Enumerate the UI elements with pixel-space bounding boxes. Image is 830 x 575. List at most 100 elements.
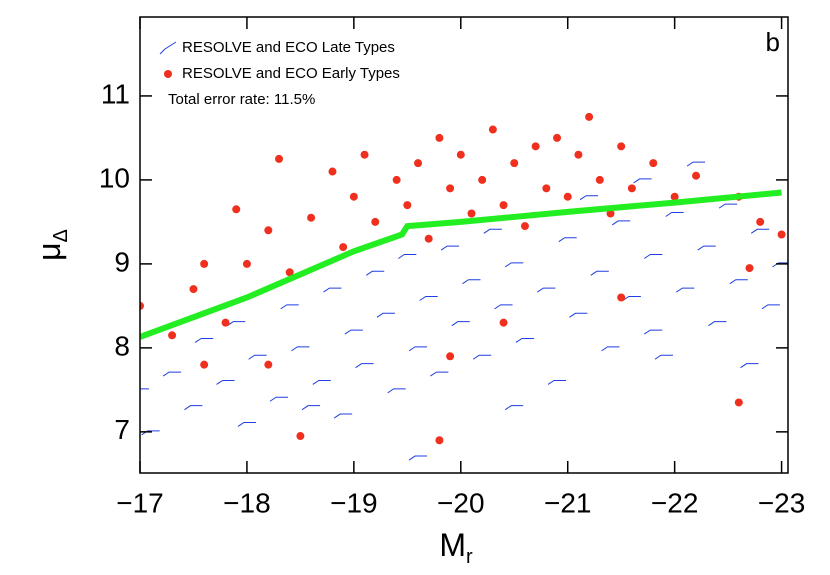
late-type-marker	[558, 237, 577, 243]
x-tick-label: −21	[544, 487, 592, 518]
legend-label: RESOLVE and ECO Early Types	[182, 65, 400, 82]
late-type-marker	[248, 354, 267, 360]
early-type-marker	[574, 150, 583, 159]
late-type-marker	[269, 396, 289, 402]
y-tick-label: 7	[114, 414, 130, 445]
early-type-marker	[542, 184, 551, 193]
legend-marker	[159, 41, 177, 55]
early-type-marker	[670, 192, 679, 201]
early-type-marker	[296, 432, 305, 441]
early-type-marker	[446, 184, 455, 193]
early-type-marker	[446, 352, 455, 361]
x-axis-label-main: M	[439, 527, 466, 563]
late-type-marker	[718, 203, 738, 209]
late-type-marker	[301, 405, 321, 411]
early-type-marker	[424, 234, 433, 243]
early-type-marker	[467, 209, 476, 218]
early-type-marker	[264, 226, 273, 235]
early-type-marker	[499, 201, 508, 210]
early-type-marker	[745, 264, 754, 273]
late-type-marker	[141, 430, 160, 436]
late-type-marker	[729, 279, 748, 285]
early-type-marker	[392, 175, 401, 184]
late-type-marker	[697, 245, 716, 251]
late-type-marker	[643, 253, 663, 259]
late-type-marker	[333, 413, 353, 419]
early-type-marker	[264, 360, 273, 369]
early-type-marker	[435, 436, 444, 445]
early-type-marker	[499, 318, 508, 327]
late-type-marker	[430, 371, 449, 377]
late-type-marker	[419, 295, 438, 301]
early-type-marker	[595, 175, 604, 184]
early-type-marker	[403, 201, 412, 210]
early-type-marker	[285, 268, 294, 277]
late-type-marker	[472, 354, 492, 360]
early-type-marker	[520, 222, 529, 231]
late-type-marker	[686, 161, 706, 167]
early-type-marker	[617, 293, 626, 302]
late-type-marker	[590, 270, 609, 276]
late-type-marker	[622, 295, 641, 301]
late-type-marker	[750, 228, 770, 234]
late-type-marker	[579, 195, 599, 201]
early-type-marker	[140, 301, 144, 310]
x-tick-label: −22	[651, 487, 699, 518]
division-line	[140, 189, 782, 340]
late-type-marker	[226, 321, 246, 327]
late-type-marker	[451, 321, 470, 327]
early-type-marker	[189, 285, 198, 294]
late-type-marker	[761, 304, 780, 310]
y-tick-label: 8	[114, 330, 130, 361]
late-type-marker	[569, 312, 588, 318]
x-tick-label: −20	[437, 487, 485, 518]
early-type-marker	[275, 154, 284, 163]
early-type-marker	[221, 318, 230, 327]
early-type-marker	[414, 159, 423, 168]
late-type-marker	[387, 388, 406, 394]
plot-area	[140, 112, 788, 461]
late-type-marker	[547, 379, 567, 385]
late-type-marker	[654, 354, 673, 360]
legend-label: RESOLVE and ECO Late Types	[182, 39, 395, 56]
error-rate-note: Total error rate: 11.5%	[168, 91, 315, 108]
late-type-marker	[515, 337, 534, 343]
late-type-marker	[162, 371, 182, 377]
early-type-marker	[553, 133, 562, 142]
early-type-marker	[585, 112, 594, 121]
y-tick-label: 10	[99, 162, 130, 193]
y-tick-label: 9	[114, 246, 130, 277]
early-type-marker	[756, 217, 765, 226]
early-type-marker	[510, 159, 519, 168]
early-type-marker	[242, 259, 251, 268]
early-type-marker	[371, 217, 380, 226]
late-type-marker	[355, 363, 374, 369]
late-type-marker	[676, 287, 695, 293]
late-type-marker	[237, 421, 256, 427]
early-type-marker	[200, 259, 209, 268]
early-type-marker	[232, 205, 241, 214]
late-type-marker	[408, 346, 428, 352]
late-type-marker	[140, 388, 149, 390]
early-type-marker	[734, 398, 743, 407]
late-type-marker	[537, 287, 556, 293]
late-type-marker	[408, 455, 428, 461]
y-axis-label-sub: Δ	[50, 229, 72, 242]
y-axis-label-main: μ	[31, 242, 67, 260]
early-type-marker	[328, 167, 337, 176]
early-type-marker	[563, 192, 572, 201]
y-tick-label: 11	[101, 78, 130, 109]
early-type-marker	[606, 209, 615, 218]
early-type-marker	[339, 243, 348, 252]
late-type-marker	[376, 312, 395, 318]
late-type-marker	[643, 329, 663, 335]
x-axis-label: Mr	[439, 527, 473, 568]
late-type-marker	[740, 363, 759, 369]
late-type-marker	[323, 287, 342, 293]
late-type-marker	[398, 253, 417, 259]
early-type-marker	[649, 159, 658, 168]
late-type-marker	[344, 329, 363, 335]
late-type-marker	[772, 262, 788, 268]
early-type-marker	[168, 331, 177, 340]
